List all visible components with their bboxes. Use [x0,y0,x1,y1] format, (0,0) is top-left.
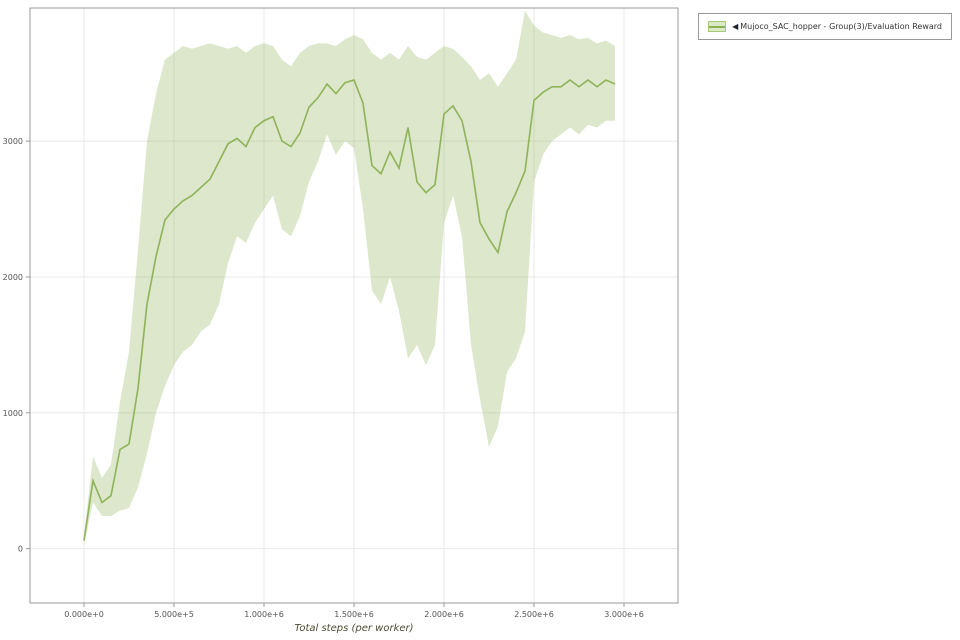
series-line [83,78,616,541]
y-tick-label: 3000 [3,137,23,146]
legend-series-name: Mujoco_SAC_hopper - Group(3)/Evaluation … [740,22,942,31]
x-tick-label: 2.000e+6 [424,610,464,619]
x-tick-label: 1.000e+6 [244,610,284,619]
y-tick-label: 0 [18,545,23,554]
legend[interactable]: ◀ Mujoco_SAC_hopper - Group(3)/Evaluation… [698,13,952,40]
confidence-band [84,10,615,545]
x-tick-label: 1.500e+6 [334,610,374,619]
y-tick-label: 2000 [3,273,23,282]
x-tick-label: 0.000e+0 [64,610,104,619]
x-tick-label: 5.000e+5 [154,610,194,619]
y-tick-label: 1000 [3,409,23,418]
x-axis-title: Total steps (per worker) [294,623,414,634]
series-swatch-icon [708,21,727,32]
legend-marker-icon: ◀ [732,22,739,31]
series-line-icon [709,25,726,28]
x-tick-label: 3.000e+6 [604,610,644,619]
legend-label: ◀ Mujoco_SAC_hopper - Group(3)/Evaluation… [732,22,942,31]
x-tick-label: 2.500e+6 [514,610,554,619]
gridlines [30,8,678,603]
